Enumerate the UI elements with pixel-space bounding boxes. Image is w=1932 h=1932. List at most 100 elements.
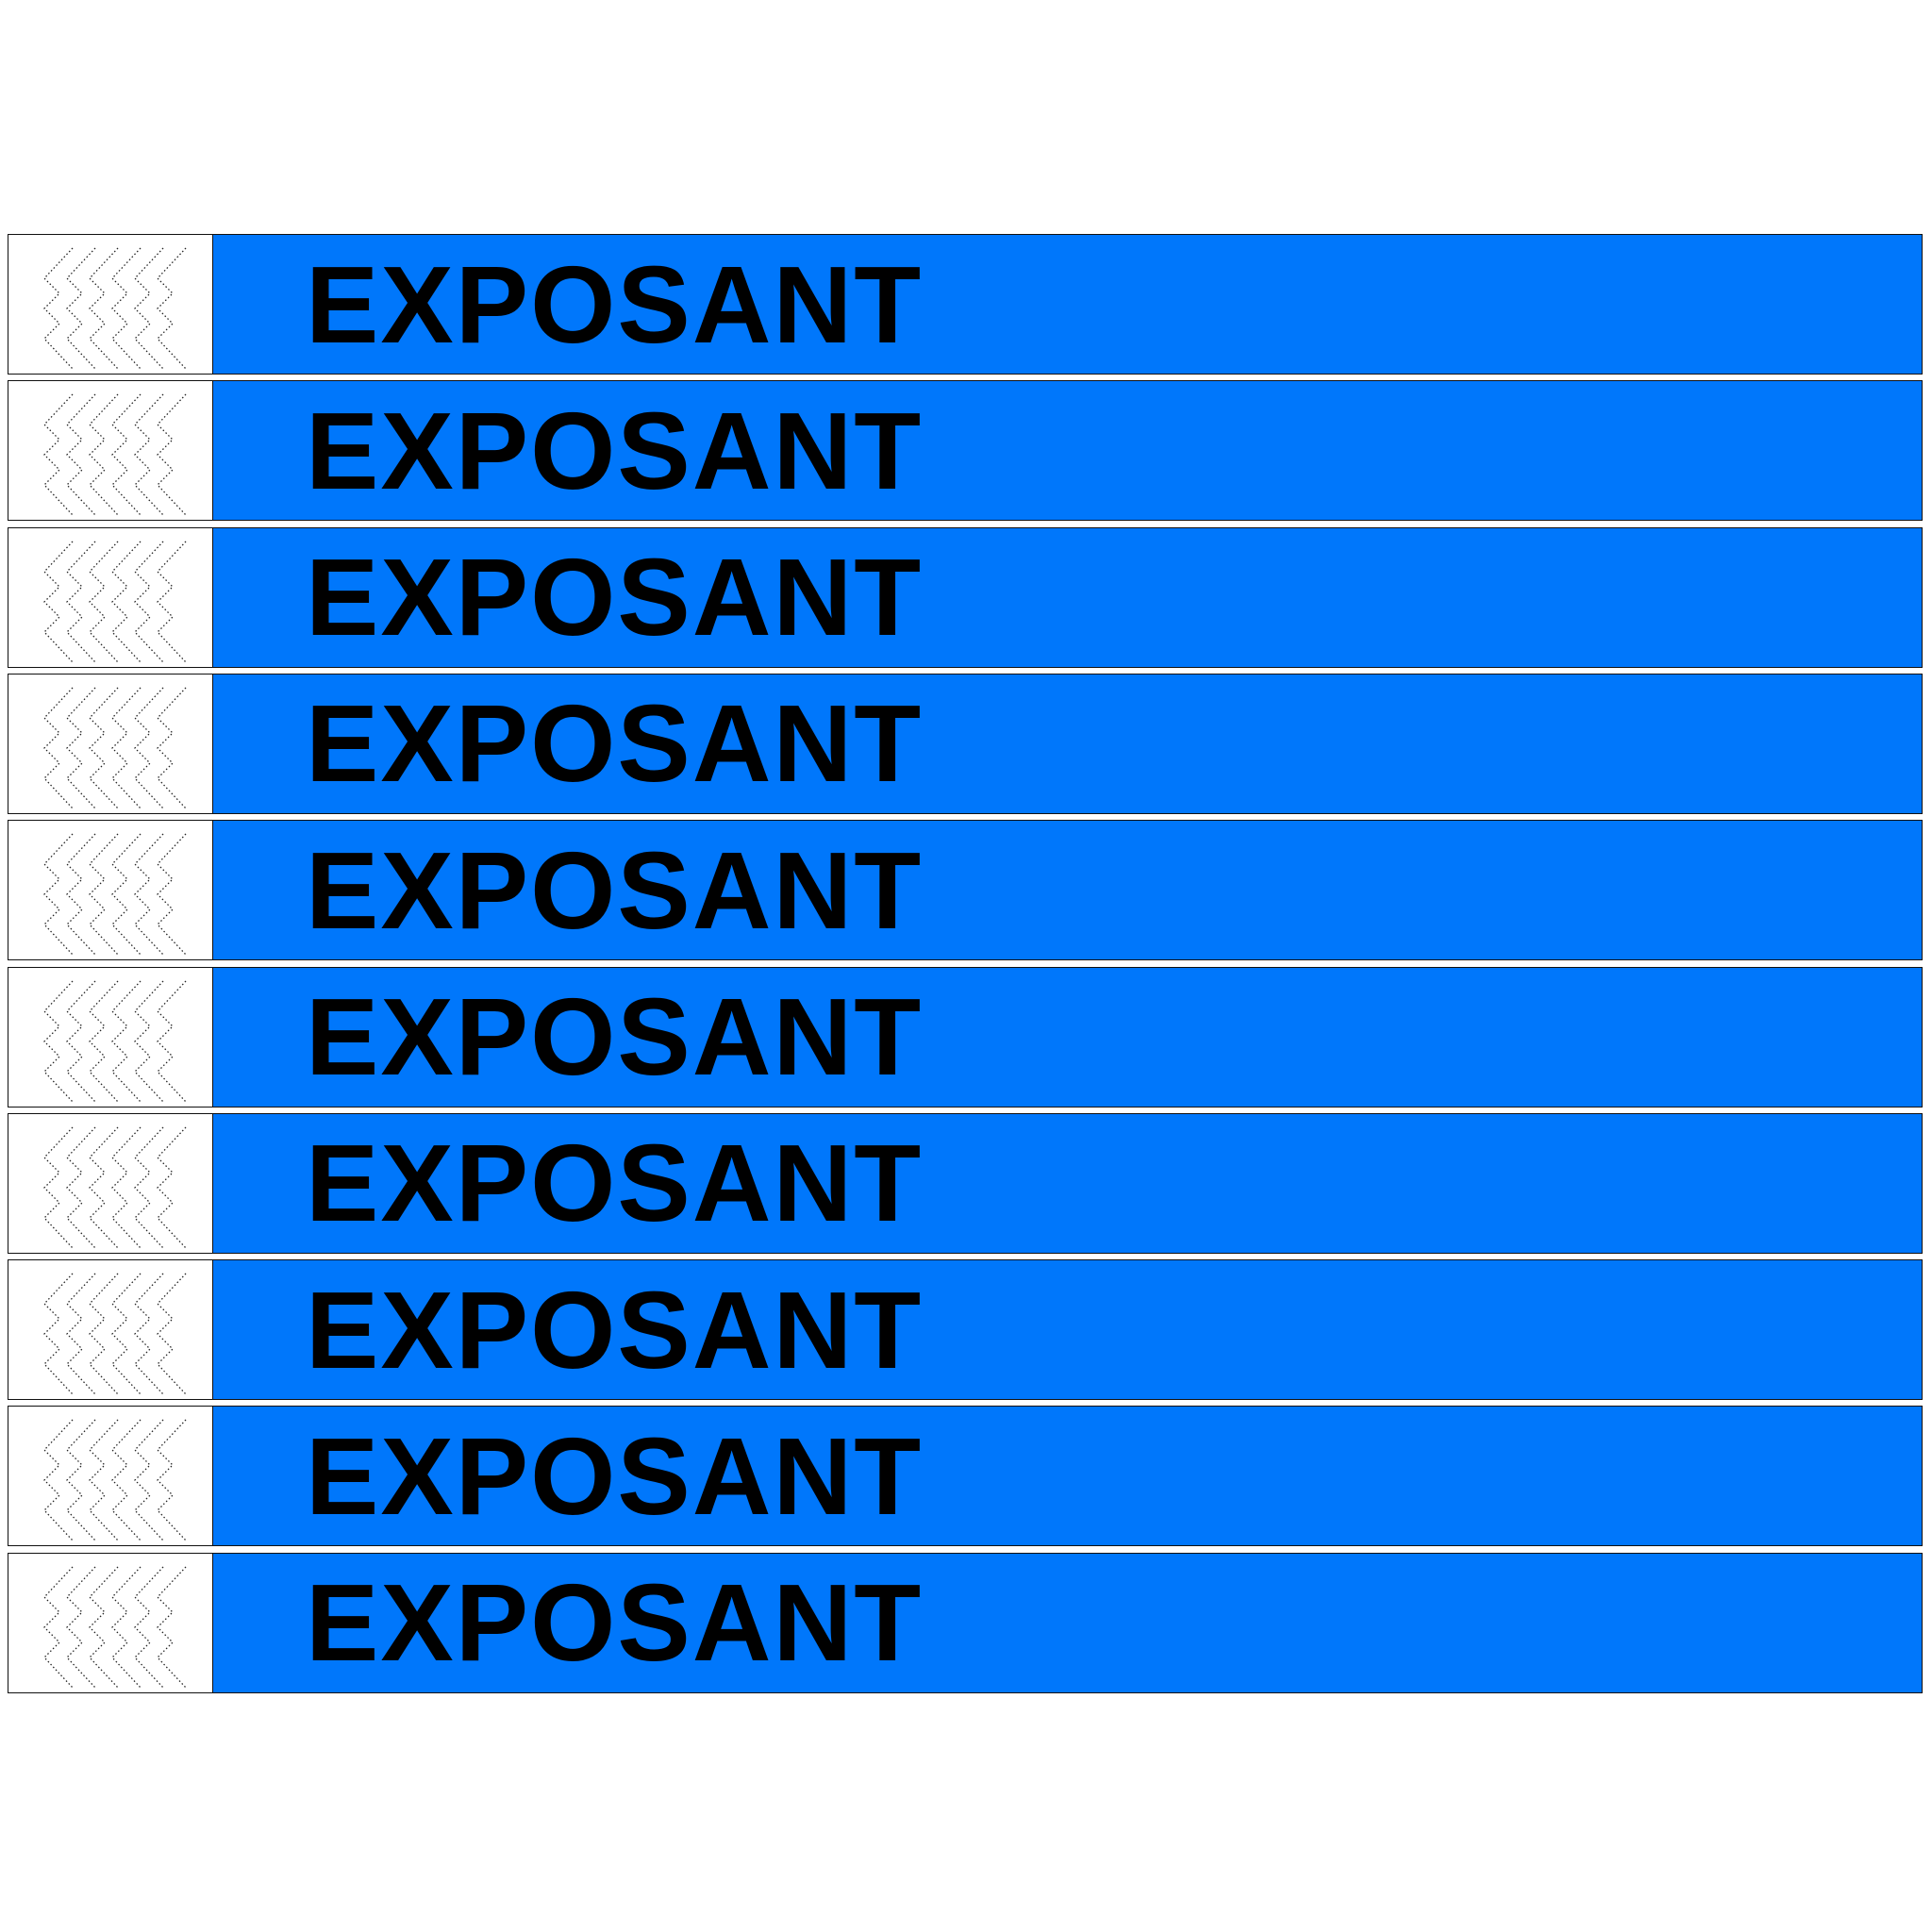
chevron-line [134, 1419, 164, 1541]
chevron-line [157, 1419, 187, 1541]
wristband: EXPOSANT [8, 1259, 1923, 1401]
chevron-line [111, 541, 142, 663]
security-chevron-pattern-icon [8, 527, 213, 667]
wristband-label: EXPOSANT [306, 1122, 924, 1245]
chevron-line [66, 980, 96, 1102]
chevron-line [43, 1566, 74, 1689]
chevron-line [66, 393, 96, 516]
chevron-line [89, 393, 119, 516]
chevron-line [43, 541, 74, 663]
security-chevron-pattern-icon [8, 1553, 213, 1692]
chevron-line [157, 541, 187, 663]
wristband-strip: EXPOSANT [213, 1260, 1922, 1400]
wristband-label: EXPOSANT [306, 1268, 924, 1391]
chevron-line [43, 1419, 74, 1541]
chevron-line [66, 1273, 96, 1395]
chevron-line [43, 1273, 74, 1395]
chevron-line [157, 833, 187, 956]
wristband-strip: EXPOSANT [213, 821, 1922, 960]
chevron-line [157, 1126, 187, 1249]
chevron-line [111, 1419, 142, 1541]
wristband-strip: EXPOSANT [213, 381, 1922, 521]
chevron-line [111, 833, 142, 956]
chevron-line [111, 1566, 142, 1689]
wristband: EXPOSANT [8, 1112, 1923, 1254]
chevron-line [89, 687, 119, 809]
wristband-strip: EXPOSANT [213, 235, 1922, 374]
chevron-line [134, 833, 164, 956]
wristband-label: EXPOSANT [306, 1414, 924, 1538]
wristband-label: EXPOSANT [306, 975, 924, 1098]
chevron-line [43, 833, 74, 956]
chevron-line [134, 980, 164, 1102]
chevron-line [66, 541, 96, 663]
wristband: EXPOSANT [8, 1406, 1923, 1547]
chevron-line [157, 980, 187, 1102]
wristband-strip: EXPOSANT [213, 674, 1922, 813]
chevron-line [134, 247, 164, 370]
chevron-line [66, 1566, 96, 1689]
wristband: EXPOSANT [8, 1552, 1923, 1693]
chevron-line [89, 980, 119, 1102]
chevron-line [134, 1273, 164, 1395]
chevron-line [134, 1566, 164, 1689]
chevron-line [111, 393, 142, 516]
chevron-line [111, 980, 142, 1102]
wristband-strip: EXPOSANT [213, 967, 1922, 1107]
security-chevron-pattern-icon [8, 821, 213, 960]
chevron-line [134, 1126, 164, 1249]
chevron-line [89, 1566, 119, 1689]
security-chevron-pattern-icon [8, 235, 213, 374]
wristband: EXPOSANT [8, 966, 1923, 1108]
chevron-line [43, 1126, 74, 1249]
security-chevron-pattern-icon [8, 674, 213, 813]
wristband-label: EXPOSANT [306, 242, 924, 366]
security-chevron-pattern-icon [8, 1407, 213, 1546]
wristband: EXPOSANT [8, 526, 1923, 668]
chevron-line [43, 980, 74, 1102]
chevron-line [43, 393, 74, 516]
chevron-line [111, 687, 142, 809]
wristband-label: EXPOSANT [306, 1561, 924, 1685]
chevron-line [89, 1273, 119, 1395]
chevron-line [66, 247, 96, 370]
chevron-line [157, 687, 187, 809]
chevron-line [134, 541, 164, 663]
wristband: EXPOSANT [8, 234, 1923, 375]
chevron-line [89, 541, 119, 663]
security-chevron-pattern-icon [8, 1260, 213, 1400]
chevron-line [111, 1273, 142, 1395]
wristband-strip: EXPOSANT [213, 527, 1922, 667]
security-chevron-pattern-icon [8, 1113, 213, 1253]
chevron-line [89, 1419, 119, 1541]
wristband: EXPOSANT [8, 820, 1923, 961]
chevron-line [43, 247, 74, 370]
wristband: EXPOSANT [8, 380, 1923, 522]
wristband-strip: EXPOSANT [213, 1407, 1922, 1546]
chevron-line [157, 247, 187, 370]
chevron-line [111, 247, 142, 370]
chevron-line [157, 1566, 187, 1689]
chevron-line [89, 833, 119, 956]
chevron-line [66, 687, 96, 809]
chevron-line [134, 393, 164, 516]
chevron-line [134, 687, 164, 809]
chevron-line [66, 833, 96, 956]
security-chevron-pattern-icon [8, 381, 213, 521]
wristband-label: EXPOSANT [306, 828, 924, 952]
chevron-line [89, 1126, 119, 1249]
chevron-line [157, 393, 187, 516]
chevron-line [66, 1126, 96, 1249]
wristband-label: EXPOSANT [306, 536, 924, 659]
wristband: EXPOSANT [8, 673, 1923, 814]
security-chevron-pattern-icon [8, 967, 213, 1107]
wristband-strip: EXPOSANT [213, 1113, 1922, 1253]
chevron-line [66, 1419, 96, 1541]
wristband-strip: EXPOSANT [213, 1553, 1922, 1692]
chevron-line [157, 1273, 187, 1395]
chevron-line [43, 687, 74, 809]
wristband-label: EXPOSANT [306, 389, 924, 512]
chevron-line [89, 247, 119, 370]
chevron-line [111, 1126, 142, 1249]
wristband-label: EXPOSANT [306, 682, 924, 806]
